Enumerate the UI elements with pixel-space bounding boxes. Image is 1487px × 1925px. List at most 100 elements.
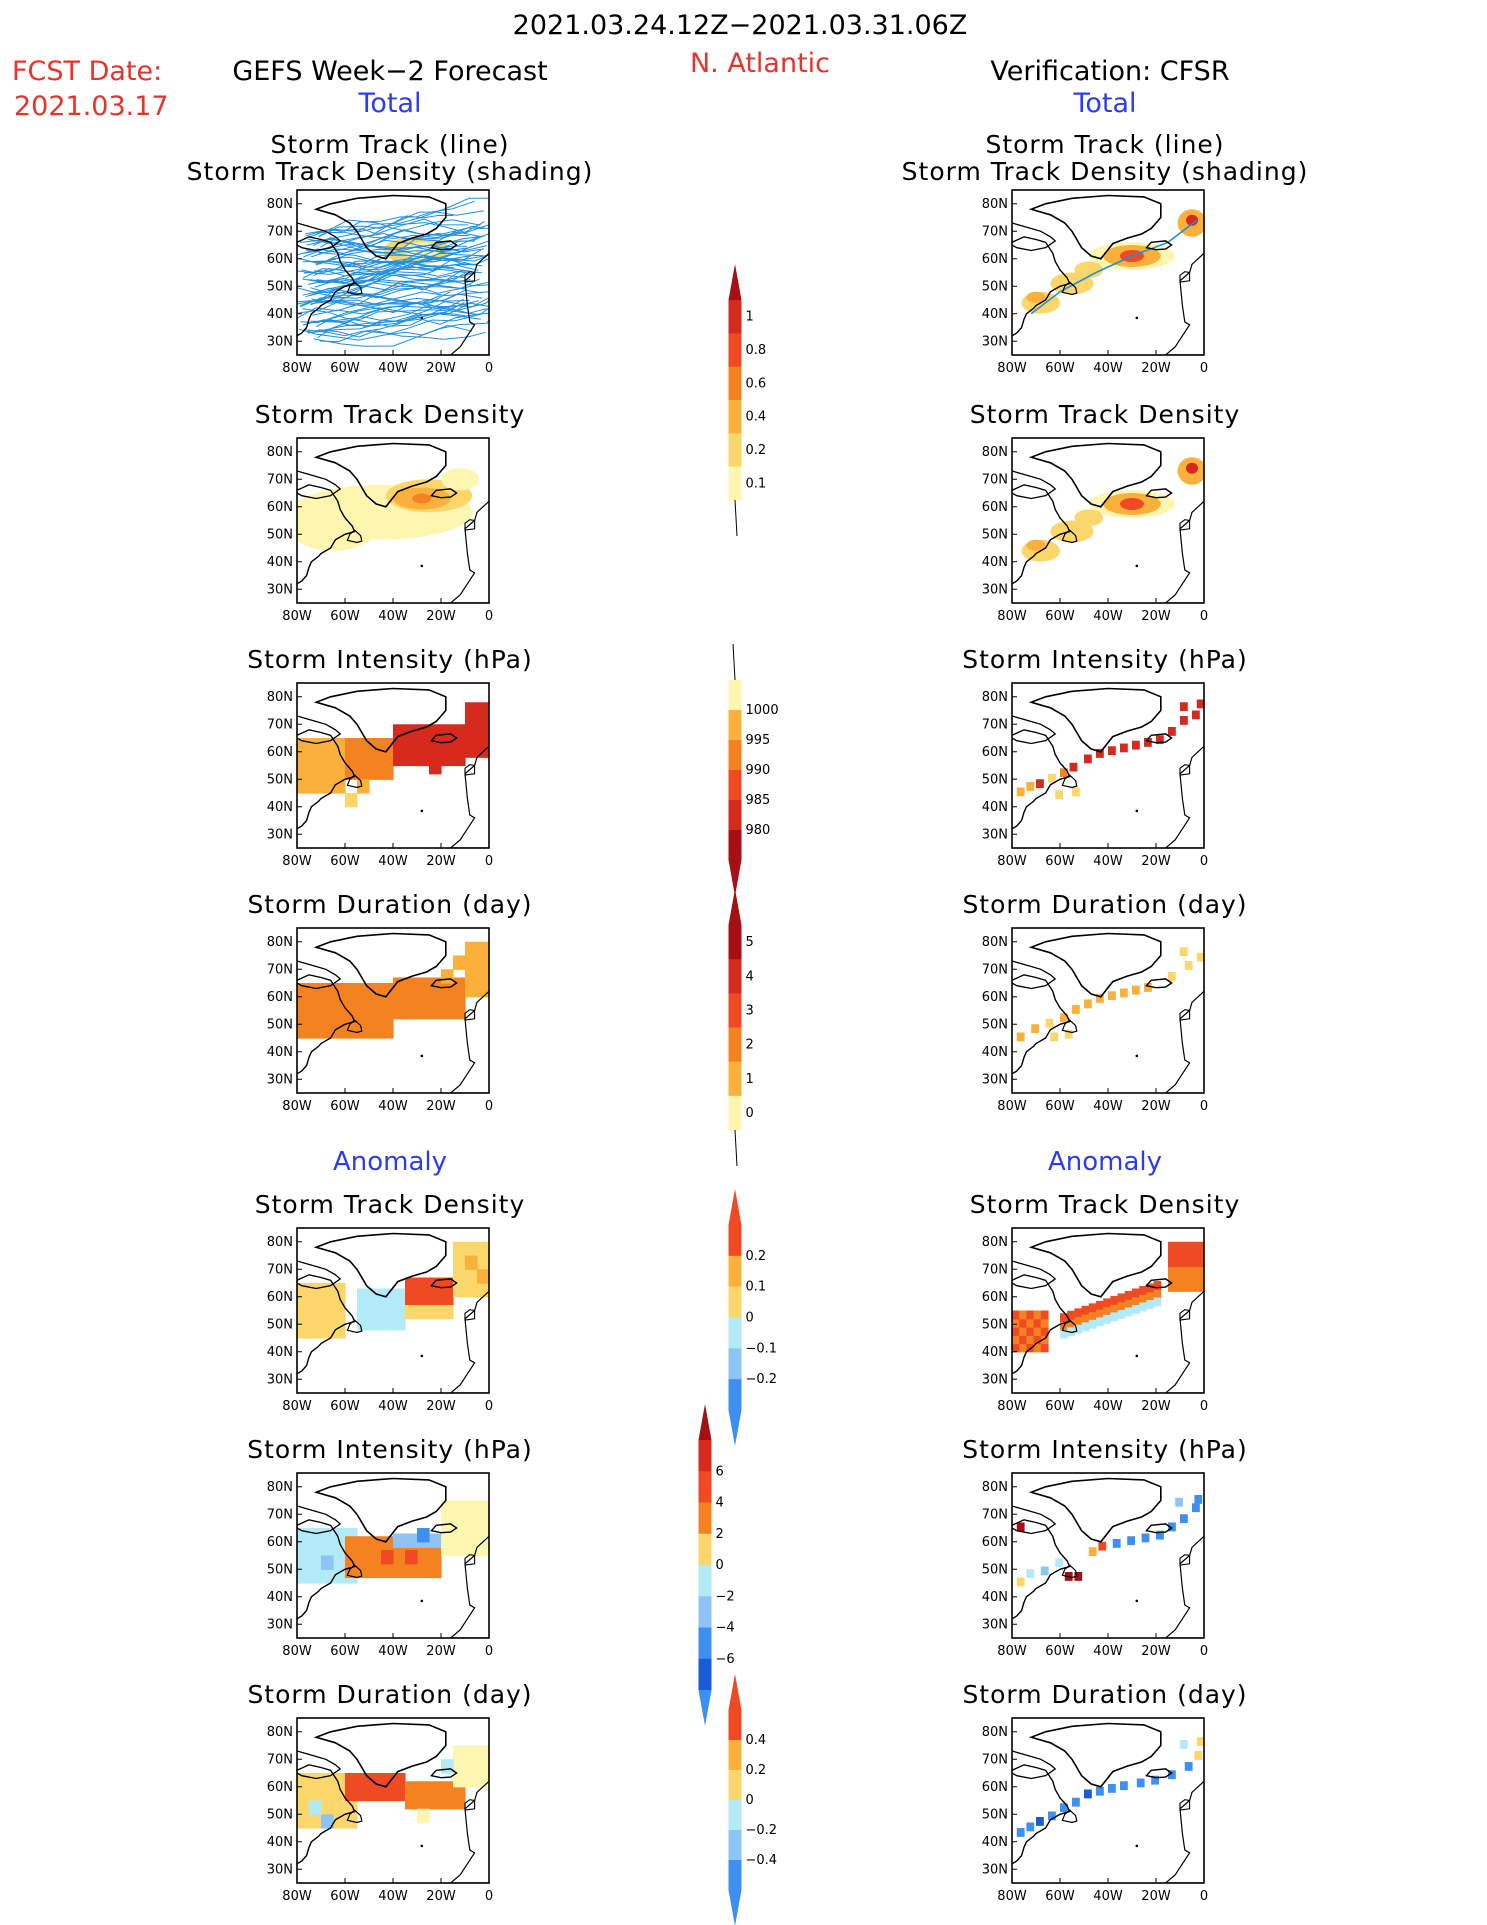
grid-cell (321, 765, 334, 780)
grid-cell (1132, 740, 1140, 750)
grid-cell (1050, 1032, 1059, 1042)
grid-cell (381, 1316, 394, 1331)
grid-cell (1040, 1566, 1049, 1576)
density-contour (441, 468, 480, 491)
colorbar-segment (728, 1800, 742, 1831)
lat-tick-label: 30N (267, 334, 293, 349)
colorbar-bottom-arrow (728, 1890, 742, 1925)
lat-tick-label: 30N (267, 582, 293, 597)
colorbar-label: 2 (716, 1527, 724, 1542)
lon-tick-label: 80W (282, 1399, 312, 1414)
title-duration-right: Storm Duration (day) (962, 890, 1248, 919)
grid-cell (1019, 1327, 1027, 1336)
left-intensity-anom-panel-field (297, 1477, 489, 1638)
grid-cell (429, 1305, 442, 1320)
grid-cell (1045, 1018, 1054, 1028)
grid-cell (393, 1773, 406, 1788)
grid-cell (297, 738, 310, 753)
grid-cell (1124, 1307, 1133, 1317)
grid-cell (1141, 1533, 1150, 1543)
newfoundland-coastline (1061, 1019, 1078, 1034)
colorbar-bottom-arrow (728, 860, 742, 896)
grid-cell (1180, 1514, 1188, 1524)
grid-cell (321, 1024, 334, 1039)
grid-cell (453, 1773, 466, 1788)
storm-track-line (300, 293, 483, 324)
right-density-panel-field (1012, 442, 1204, 603)
grid-cell (1067, 1319, 1075, 1328)
azores-dot (420, 316, 424, 320)
grid-cell (357, 751, 370, 767)
north-america-coastline (1012, 729, 1071, 830)
grid-cell (1084, 999, 1092, 1009)
storm-track-line (297, 270, 463, 303)
title-anom-intensity-right: Storm Intensity (hPa) (962, 1435, 1248, 1464)
colorbar-segment (728, 1286, 742, 1318)
grid-cell (297, 1800, 310, 1815)
grid-cell (1144, 983, 1152, 992)
lat-tick-label: 50N (982, 1317, 1008, 1332)
grid-cell (1175, 1258, 1183, 1268)
lon-tick-label: 80W (282, 361, 312, 376)
lon-tick-label: 0 (485, 1644, 493, 1659)
lat-tick-label: 30N (267, 1372, 293, 1387)
grid-cell (357, 996, 370, 1012)
density-contour (412, 493, 432, 504)
lat-tick-label: 70N (267, 717, 293, 732)
grid-cell (1074, 1572, 1083, 1581)
grid-cell (1175, 1274, 1183, 1284)
storm-track-line (316, 255, 489, 284)
grid-cell (1048, 773, 1056, 783)
grid-cell (1120, 1781, 1128, 1791)
lat-tick-label: 60N (267, 500, 293, 515)
grid-cell (1012, 1310, 1020, 1320)
colorbar-label: 4 (746, 969, 754, 984)
grid-cell (1067, 1310, 1075, 1320)
lat-tick-label: 60N (982, 500, 1008, 515)
lat-tick-label: 60N (267, 990, 293, 1005)
grid-cell (441, 1305, 454, 1320)
lon-tick-label: 60W (1045, 1099, 1075, 1114)
lon-tick-label: 0 (1200, 609, 1208, 624)
grid-cell (1168, 1274, 1176, 1284)
azores-dot (1135, 1354, 1139, 1358)
grid-cell (309, 779, 322, 794)
baffin-coastline (1012, 1750, 1057, 1780)
grid-cell (369, 1563, 382, 1579)
colorbar-segment (728, 366, 742, 401)
grid-cell (309, 751, 322, 767)
grid-cell (477, 1759, 489, 1774)
grid-cell (1153, 1281, 1162, 1290)
grid-cell (417, 977, 430, 992)
grid-cell (1016, 787, 1025, 797)
grid-cell (417, 991, 430, 1006)
grid-cell (381, 1536, 394, 1551)
iceland-coastline (430, 488, 458, 499)
storm-track-line (305, 311, 466, 337)
colorbar-segment (728, 1225, 742, 1257)
title-duration-left: Storm Duration (day) (247, 890, 533, 919)
north-america-coastline (297, 236, 356, 337)
lon-tick-label: 20W (426, 854, 456, 869)
grid-cell (1016, 1522, 1025, 1532)
grid-cell (321, 1296, 334, 1312)
lon-tick-label: 40W (378, 361, 408, 376)
grid-cell (369, 996, 382, 1012)
grid-cell (441, 1277, 454, 1292)
grid-cell (477, 1241, 489, 1257)
grid-cell (381, 996, 394, 1012)
storm-track-line (302, 260, 455, 279)
title-anom-density-left: Storm Track Density (254, 1190, 526, 1219)
lon-tick-label: 20W (1141, 1099, 1171, 1114)
right-intensity-panel: 80N 70N 60N 50N 40N 30N 80W 60W 40W 20W 0 (982, 682, 1208, 869)
lat-tick-label: 30N (267, 1862, 293, 1877)
grid-cell (1168, 1250, 1176, 1259)
colorbar-segment (728, 400, 742, 434)
grid-cell (1117, 1309, 1126, 1319)
north-america-coastline (297, 1274, 356, 1375)
lon-tick-label: 40W (378, 609, 408, 624)
title-track-line-right: Storm Track (line) (985, 130, 1225, 159)
grid-cell (417, 1550, 430, 1565)
lat-tick-label: 60N (267, 1535, 293, 1550)
grid-cell (309, 1296, 322, 1312)
